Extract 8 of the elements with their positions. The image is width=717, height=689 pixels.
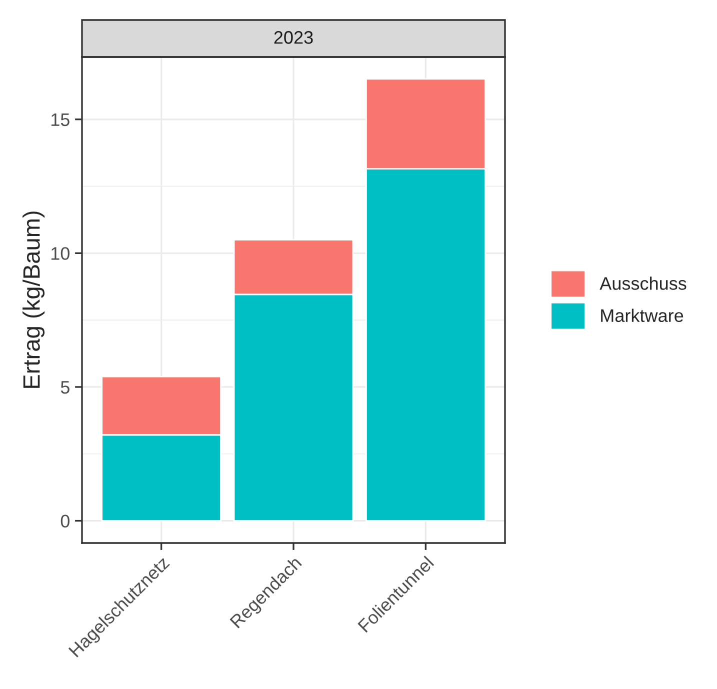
chart-title: 2023 (274, 31, 313, 44)
y-tick-label: 10 (51, 247, 70, 260)
y-tick-label: 5 (60, 381, 70, 394)
y-tick-label: 15 (51, 113, 70, 126)
y-tick-label: 0 (60, 514, 70, 528)
legend-label: Marktware (601, 308, 684, 322)
legend-label: Ausschuss (600, 276, 686, 290)
y-axis-title: Ertrag (kg/Baum) (22, 212, 45, 388)
